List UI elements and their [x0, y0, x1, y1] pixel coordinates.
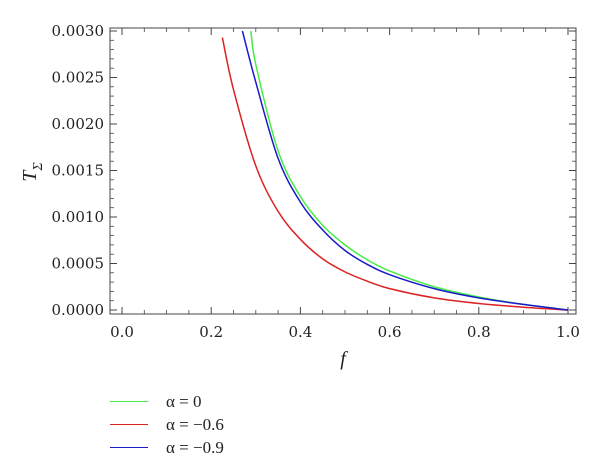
x-tick-label: 0.2 [199, 323, 223, 341]
x-tick-label: 0.0 [110, 323, 134, 341]
y-tick-label: 0.0030 [52, 22, 105, 40]
y-tick-label: 0.0005 [52, 255, 105, 273]
series-line-2 [241, 30, 569, 311]
y-tick-label: 0.0025 [52, 69, 105, 87]
y-tick-label: 0.0015 [52, 162, 105, 180]
series-line-1 [221, 37, 569, 311]
legend: α = 0 α = −0.6 α = −0.9 [110, 390, 224, 459]
legend-label-alpha-neg-0-6: α = −0.6 [166, 414, 224, 434]
x-axis-label: f [340, 348, 348, 370]
legend-item-alpha-neg-0-9: α = −0.9 [110, 436, 224, 459]
legend-swatch-alpha-neg-0-9 [110, 447, 148, 448]
legend-item-alpha-0: α = 0 [110, 390, 224, 413]
y-axis-label-sub: Σ [31, 162, 46, 172]
series-layer [221, 30, 569, 311]
legend-swatch-alpha-0 [110, 401, 148, 402]
x-tick-label: 0.4 [288, 323, 312, 341]
series-line-0 [250, 30, 569, 311]
legend-label-alpha-0: α = 0 [166, 391, 202, 411]
x-tick-label: 1.0 [556, 323, 580, 341]
legend-item-alpha-neg-0-6: α = −0.6 [110, 413, 224, 436]
svg-text:TΣ: TΣ [19, 162, 46, 182]
legend-swatch-alpha-neg-0-6 [110, 424, 148, 425]
y-axis-label: TΣ [19, 162, 46, 182]
ticks-layer: 0.0 0.2 0.4 0.6 0.8 1.0 0.0000 0.0005 0.0010 0.00… [52, 22, 580, 341]
x-tick-label: 0.8 [467, 323, 491, 341]
y-tick-label: 0.0000 [52, 301, 105, 319]
y-tick-label: 0.0010 [52, 208, 105, 226]
legend-label-alpha-neg-0-9: α = −0.9 [166, 437, 224, 457]
y-tick-label: 0.0020 [52, 115, 105, 133]
y-axis-label-main: T [19, 169, 41, 182]
x-tick-label: 0.6 [378, 323, 402, 341]
